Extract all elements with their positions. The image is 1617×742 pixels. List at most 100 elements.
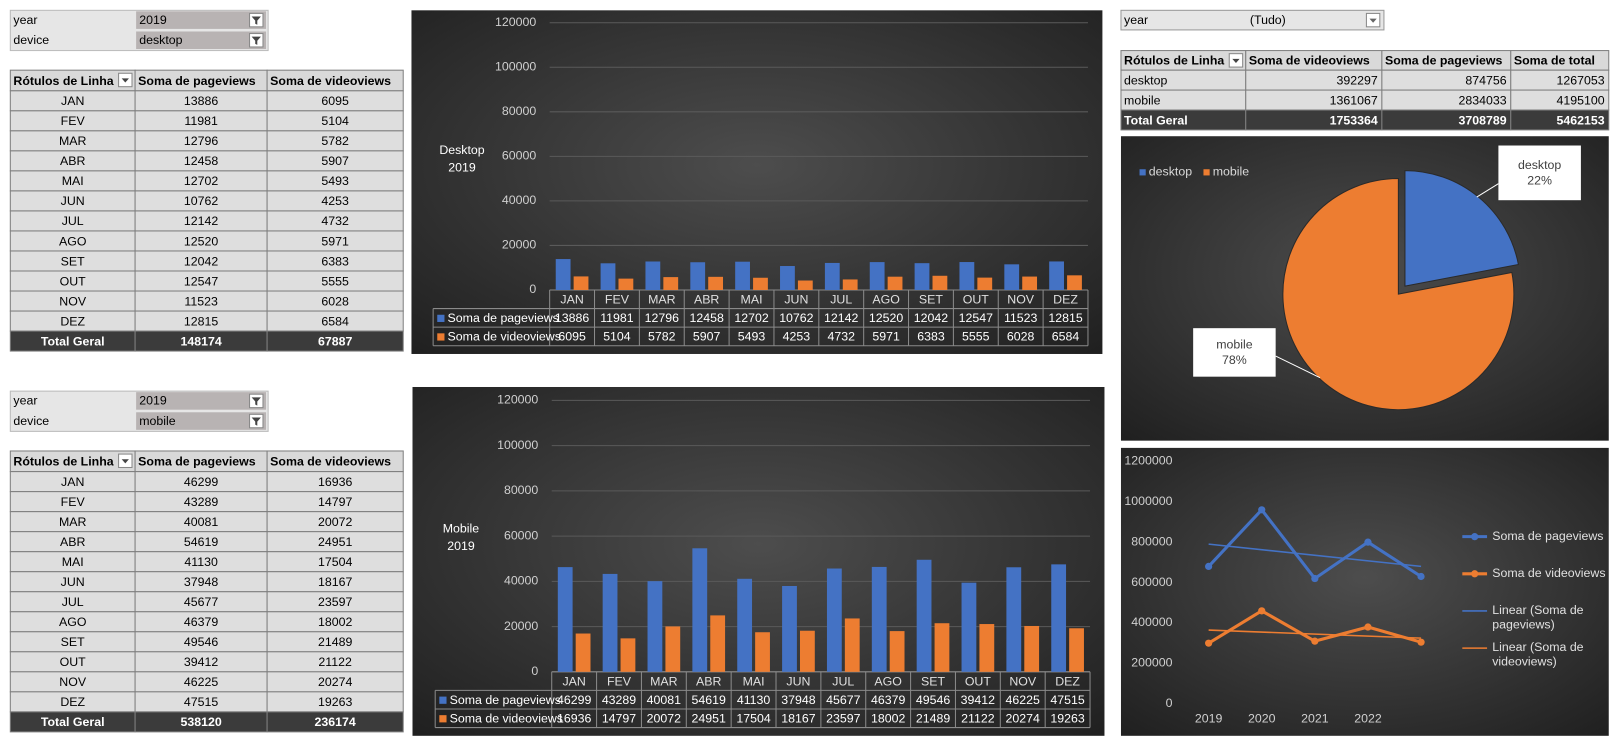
- bar: [914, 263, 930, 290]
- legend-label: Soma de videoviews: [448, 330, 561, 344]
- cell-value: mobile: [1124, 93, 1161, 107]
- column-header: Soma de videoviews: [270, 74, 391, 88]
- filter-value: 2019: [139, 13, 167, 27]
- data-table-value: 12702: [734, 311, 768, 325]
- data-table-value: 10762: [779, 311, 813, 325]
- legend-label: desktop: [1149, 165, 1192, 179]
- y-tick-label: 1000000: [1124, 494, 1172, 508]
- bar: [799, 630, 815, 672]
- cell-value: JUN: [61, 194, 85, 208]
- y-tick-label: 80000: [504, 483, 538, 497]
- data-table-value: 43289: [602, 693, 636, 707]
- bar: [1051, 564, 1067, 672]
- cell-value: 5907: [321, 154, 349, 168]
- data-table-value: 40081: [647, 693, 681, 707]
- line-marker: [1364, 538, 1372, 546]
- filter-label: device: [13, 414, 49, 428]
- cell-value: 1267053: [1557, 73, 1605, 87]
- cell-value: ABR: [60, 154, 85, 168]
- bar: [824, 262, 840, 290]
- filter-icon: [251, 417, 261, 426]
- filter-label: year: [13, 13, 37, 27]
- cell-value: 39412: [184, 655, 218, 669]
- y-tick-label: 20000: [502, 238, 536, 252]
- total-value: 148174: [180, 334, 221, 348]
- bar: [844, 618, 860, 672]
- chart-title: Mobile: [443, 522, 480, 536]
- y-tick-label: 800000: [1131, 534, 1172, 548]
- bar: [959, 262, 975, 290]
- bar: [1067, 275, 1082, 290]
- data-table-value: 46225: [1006, 693, 1040, 707]
- cell-value: 6095: [321, 94, 349, 108]
- data-table-value: 6383: [917, 330, 945, 344]
- bar: [934, 623, 950, 672]
- y-tick-label: 600000: [1131, 575, 1172, 589]
- y-tick-label: 20000: [504, 619, 538, 633]
- cell-value: 2834033: [1459, 93, 1507, 107]
- y-tick-label: 200000: [1131, 656, 1172, 670]
- trendline: [1208, 629, 1422, 639]
- x-tick-label: OUT: [963, 293, 990, 307]
- column-header: Rótulos de Linha: [1124, 54, 1224, 68]
- cell-value: AGO: [59, 615, 87, 629]
- cell-value: 40081: [184, 515, 218, 529]
- bar: [1024, 625, 1040, 672]
- filter-icon: [251, 16, 261, 25]
- data-table-value: 11523: [1004, 311, 1038, 325]
- line-marker: [1258, 607, 1266, 615]
- column-header: Rótulos de Linha: [13, 455, 113, 469]
- cell-value: 6383: [321, 254, 349, 268]
- line-marker: [1258, 506, 1266, 514]
- data-table-value: 20274: [1006, 712, 1040, 726]
- data-table-value: 12042: [914, 311, 948, 325]
- legend-key: [1139, 169, 1146, 176]
- bar: [557, 567, 573, 672]
- data-label-box: [1498, 145, 1581, 201]
- bar: [665, 626, 681, 672]
- cell-value: 5104: [321, 114, 349, 128]
- cell-value: FEV: [61, 495, 86, 509]
- filter-box: [1120, 9, 1385, 31]
- data-table-value: 24951: [692, 712, 726, 726]
- y-tick-label: 0: [1166, 696, 1173, 710]
- column-header: Soma de pageviews: [138, 74, 256, 88]
- y-tick-label: 100000: [497, 438, 538, 452]
- x-tick-label: AGO: [874, 674, 902, 688]
- cell-value: 6028: [321, 294, 349, 308]
- y-tick-label: 400000: [1131, 615, 1172, 629]
- filter-value: 2019: [139, 394, 167, 408]
- data-label-value: 22%: [1527, 173, 1552, 187]
- legend-label: mobile: [1213, 165, 1250, 179]
- cell-value: SET: [61, 635, 85, 649]
- data-table-value: 5971: [872, 330, 900, 344]
- data-table-value: 14797: [602, 712, 636, 726]
- legend-label: Soma de pageviews: [450, 693, 561, 707]
- x-tick-label: DEZ: [1053, 293, 1078, 307]
- x-tick-label: 2022: [1354, 712, 1382, 726]
- filter-value: desktop: [139, 33, 182, 47]
- dropdown-arrow: [1232, 58, 1240, 63]
- trendline: [1208, 543, 1422, 568]
- legend-key: [1203, 169, 1210, 176]
- cell-value: 12796: [184, 134, 218, 148]
- chart-background: [412, 386, 1105, 736]
- data-table-value: 5782: [648, 330, 676, 344]
- x-tick-label: OUT: [965, 674, 992, 688]
- x-tick-label: ABR: [696, 674, 721, 688]
- bar: [753, 277, 768, 290]
- cell-value: 12547: [184, 274, 218, 288]
- bar: [977, 277, 993, 290]
- legend-key: [439, 715, 447, 723]
- y-tick-label: 0: [529, 282, 536, 296]
- dropdown-arrow: [121, 78, 129, 83]
- chart-subtitle: 2019: [448, 160, 476, 174]
- filter-value-cell: [136, 412, 267, 430]
- total-value: 1753364: [1330, 113, 1378, 127]
- cell-value: 54619: [184, 535, 218, 549]
- cell-value: 17504: [318, 555, 352, 569]
- cell-value: JUL: [62, 214, 84, 228]
- x-tick-label: MAI: [741, 293, 763, 307]
- legend-label: Linear (Soma de pageviews): [1492, 603, 1583, 631]
- cell-value: 49546: [184, 635, 218, 649]
